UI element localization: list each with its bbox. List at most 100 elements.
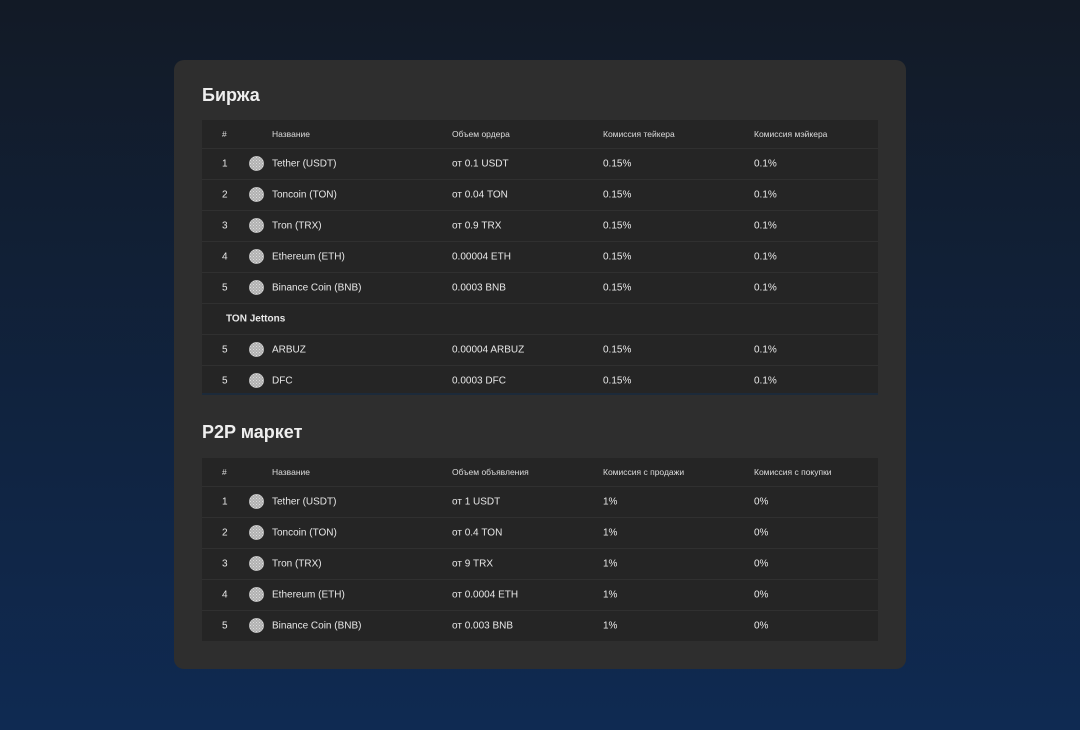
- coin-icon: [249, 156, 264, 171]
- cell: 0.1%: [754, 189, 777, 201]
- cell: 5: [222, 375, 228, 387]
- coin-icon: [249, 587, 264, 602]
- cell: 5: [222, 282, 228, 294]
- cell: 0.15%: [603, 220, 632, 232]
- card: Биржа # Название Объем ордера Комиссия тейк…: [174, 60, 906, 669]
- coin-icon: [249, 280, 264, 295]
- table-row: 5 ARBUZ 0.00004 ARBUZ 0.15% 0.1%: [202, 334, 878, 365]
- cell: 5: [222, 344, 228, 356]
- cell: 3: [222, 558, 228, 570]
- cell: 0.1%: [754, 251, 777, 263]
- table-row: 2 Toncoin (TON) от 0.04 TON 0.15% 0.1%: [202, 179, 878, 210]
- table-row: 5 Binance Coin (BNB) 0.0003 BNB 0.15% 0.1%: [202, 272, 878, 303]
- cell: 0.1%: [754, 158, 777, 170]
- cell: 1: [222, 496, 228, 508]
- coin-icon: [249, 618, 264, 633]
- table-row: 2 Toncoin (TON) от 0.4 TON 1% 0%: [202, 517, 878, 548]
- column-header: Комиссия с покупки: [754, 467, 832, 477]
- cell: 4: [222, 251, 228, 263]
- cell: от 0.04 TON: [452, 189, 508, 201]
- cell: Binance Coin (BNB): [272, 282, 362, 294]
- header-row: # Название Объем ордера Комиссия тейкера Ком…: [202, 120, 878, 148]
- table-row: 3 Tron (TRX) от 0.9 TRX 0.15% 0.1%: [202, 210, 878, 241]
- table-row: 1 Tether (USDT) от 0.1 USDT 0.15% 0.1%: [202, 148, 878, 179]
- cell: от 9 TRX: [452, 558, 494, 570]
- cell: 1%: [603, 496, 618, 508]
- column-header: Название: [272, 129, 310, 139]
- cell: 5: [222, 620, 228, 632]
- table-row: 1 Tether (USDT) от 1 USDT 1% 0%: [202, 486, 878, 517]
- cell: 1%: [603, 558, 618, 570]
- cell: 0.15%: [603, 344, 632, 356]
- cell: Ethereum (ETH): [272, 251, 345, 263]
- cell: Tron (TRX): [272, 220, 322, 232]
- cell: 0.1%: [754, 220, 777, 232]
- cell: от 0.9 TRX: [452, 220, 502, 232]
- cell: от 0.0004 ETH: [452, 589, 519, 601]
- cell: 0%: [754, 527, 769, 539]
- table-row: 5 DFC 0.0003 DFC 0.15% 0.1%: [202, 365, 878, 396]
- cell: 0.00004 ETH: [452, 251, 511, 263]
- cell: 0.00004 ARBUZ: [452, 344, 525, 356]
- cell: Toncoin (TON): [272, 189, 337, 201]
- cell: от 0.4 TON: [452, 527, 503, 539]
- section-title: Биржа: [202, 85, 260, 105]
- cell: 1%: [603, 589, 618, 601]
- cell: Binance Coin (BNB): [272, 620, 362, 632]
- cell: 0.15%: [603, 189, 632, 201]
- cell: 0.15%: [603, 158, 632, 170]
- coin-icon: [249, 525, 264, 540]
- column-header: Объем ордера: [452, 129, 510, 139]
- column-header: #: [222, 129, 227, 139]
- coin-icon: [249, 373, 264, 388]
- header-row: # Название Объем объявления Комиссия с прод…: [202, 458, 878, 486]
- cell: 1%: [603, 527, 618, 539]
- table-row: 4 Ethereum (ETH) от 0.0004 ETH 1% 0%: [202, 579, 878, 610]
- cell: 4: [222, 589, 228, 601]
- cell: Tron (TRX): [272, 558, 322, 570]
- column-header: Комиссия мэйкера: [754, 129, 828, 139]
- coin-icon: [249, 494, 264, 509]
- cell: 0%: [754, 620, 769, 632]
- cell: Tether (USDT): [272, 158, 337, 170]
- cell: от 0.003 BNB: [452, 620, 514, 632]
- coin-icon: [249, 218, 264, 233]
- subsection-title: TON Jettons: [226, 313, 286, 325]
- table-row: 3 Tron (TRX) от 9 TRX 1% 0%: [202, 548, 878, 579]
- exchange-table: # Название Объем ордера Комиссия тейкера Ком…: [202, 120, 878, 395]
- cell: от 0.1 USDT: [452, 158, 509, 170]
- cell: 0.15%: [603, 375, 632, 387]
- cell: 0.1%: [754, 375, 777, 387]
- cell: 2: [222, 189, 228, 201]
- cell: 0.0003 DFC: [452, 375, 506, 387]
- coin-icon: [249, 249, 264, 264]
- column-header: Комиссия с продажи: [603, 467, 685, 477]
- cell: Tether (USDT): [272, 496, 337, 508]
- cell: 0.15%: [603, 282, 632, 294]
- coin-icon: [249, 187, 264, 202]
- column-header: Объем объявления: [452, 467, 529, 477]
- cell: 0%: [754, 558, 769, 570]
- cell: 1%: [603, 620, 618, 632]
- cell: 0%: [754, 589, 769, 601]
- cell: 3: [222, 220, 228, 232]
- section-title: P2P маркет: [202, 422, 303, 442]
- cell: ARBUZ: [272, 344, 306, 356]
- coin-icon: [249, 342, 264, 357]
- p2p-table: # Название Объем объявления Комиссия с прод…: [202, 458, 878, 641]
- cell: от 1 USDT: [452, 496, 501, 508]
- cell: 0.1%: [754, 282, 777, 294]
- column-header: Комиссия тейкера: [603, 129, 675, 139]
- cell: Ethereum (ETH): [272, 589, 345, 601]
- column-header: Название: [272, 467, 310, 477]
- cell: Toncoin (TON): [272, 527, 337, 539]
- cell: 0.15%: [603, 251, 632, 263]
- cell: 0.0003 BNB: [452, 282, 506, 294]
- coin-icon: [249, 556, 264, 571]
- cell: 0.1%: [754, 344, 777, 356]
- table-row: 4 Ethereum (ETH) 0.00004 ETH 0.15% 0.1%: [202, 241, 878, 272]
- table-row: 5 Binance Coin (BNB) от 0.003 BNB 1% 0%: [202, 610, 878, 641]
- cell: 0%: [754, 496, 769, 508]
- cell: 1: [222, 158, 228, 170]
